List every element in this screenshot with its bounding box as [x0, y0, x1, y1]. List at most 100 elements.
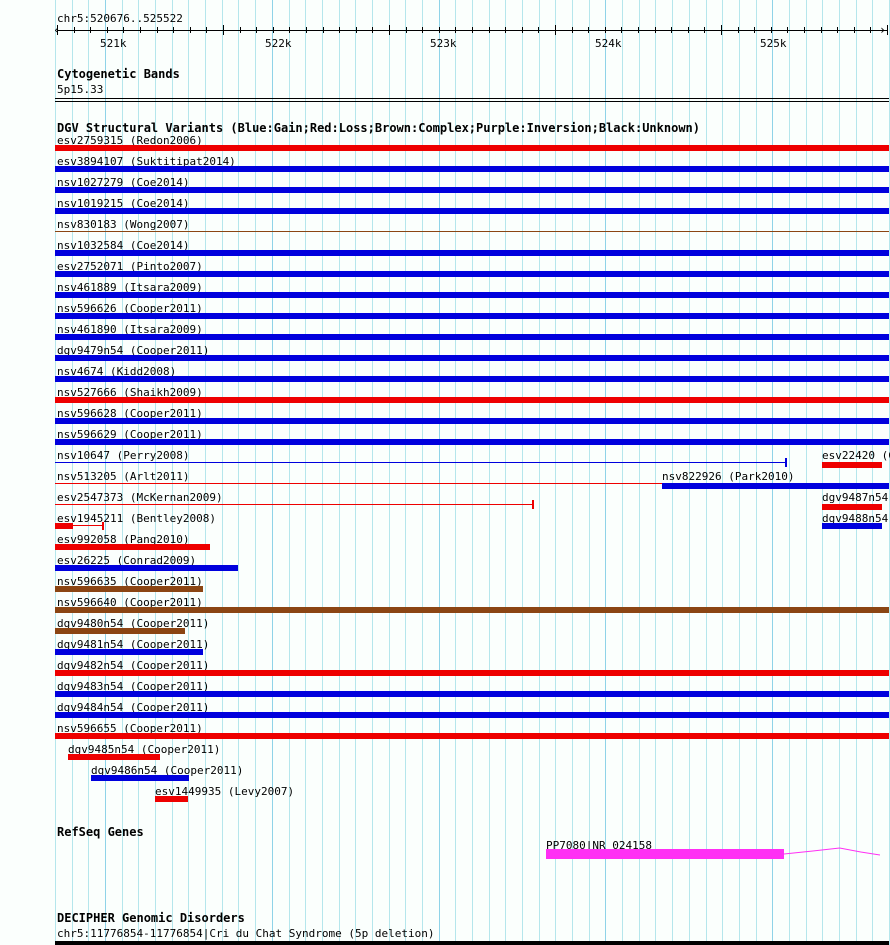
variant-row-bar[interactable] [55, 397, 889, 403]
gridline [322, 0, 323, 945]
variant-row-bar[interactable] [55, 271, 889, 277]
variant-row-bar[interactable] [55, 523, 73, 529]
variant-row-bar[interactable] [822, 504, 882, 510]
variant-row-bar[interactable] [55, 586, 203, 592]
ruler-left-arrow-icon[interactable]: ‹ [53, 24, 60, 36]
variant-row-label: nsv1032584 (Coe2014) [57, 239, 190, 252]
variant-row-bar[interactable] [55, 145, 889, 151]
variant-row-bar[interactable] [55, 712, 889, 718]
decipher-entry-label: chr5:11776854-11776854|Cri du Chat Syndr… [57, 927, 435, 940]
gridline [289, 0, 290, 945]
variant-row-bar[interactable] [55, 649, 203, 655]
variant-row-bar[interactable] [55, 231, 889, 232]
gridline [238, 0, 239, 945]
gridline [205, 0, 206, 945]
ruler-tick [489, 27, 490, 33]
gridline [772, 0, 773, 945]
variant-row-label: nsv461889 (Itsara2009) [57, 281, 203, 294]
variant-row-bar[interactable] [55, 418, 889, 424]
gridline [255, 0, 256, 945]
gridline [305, 0, 306, 945]
gridline [806, 0, 807, 945]
gridline [155, 0, 156, 945]
ruler-right-arrow-icon[interactable]: › [879, 23, 887, 37]
gridline [489, 0, 490, 945]
variant-row-bar[interactable] [55, 292, 889, 298]
ruler-tick-label: 525k [760, 37, 787, 50]
ruler-tick [223, 25, 224, 35]
variant-row-bar[interactable] [55, 439, 889, 445]
variant-row-bar[interactable] [55, 504, 533, 505]
variant-row-label: dgv9480n54 (Cooper2011) [57, 617, 210, 630]
ruler-tick [57, 25, 58, 35]
variant-row-bar[interactable] [68, 754, 160, 760]
decipher-entry-bar[interactable] [55, 941, 889, 945]
variant-row-bar[interactable] [55, 691, 889, 697]
ruler-tick [339, 27, 340, 33]
variant-row-bar[interactable] [55, 187, 889, 193]
variant-row-bar[interactable] [822, 523, 882, 529]
variant-row-extent-line [73, 525, 103, 526]
variant-row-label: esv2752071 (Pinto2007) [57, 260, 203, 273]
ruler-tick [439, 27, 440, 33]
gridline [689, 0, 690, 945]
variant-row-bar[interactable] [55, 670, 889, 676]
variant-row-label: dgv9479n54 (Cooper2011) [57, 344, 210, 357]
ruler-tick [837, 27, 838, 33]
variant-row-bar[interactable] [55, 313, 889, 319]
variant-row-bar[interactable] [55, 250, 889, 256]
gridline [355, 0, 356, 945]
variant-row-bar[interactable] [822, 462, 882, 468]
gridline [389, 0, 390, 945]
ruler-tick [107, 27, 108, 33]
variant-row-label: esv992058 (Pang2010) [57, 533, 190, 546]
variant-row-label: nsv527666 (Shaikh2009) [57, 386, 203, 399]
variant-row-bar[interactable] [155, 796, 188, 802]
variant-row-bar[interactable] [55, 483, 889, 484]
ruler-tick [173, 27, 174, 33]
ruler-tick [870, 27, 871, 33]
ruler-tick-label: 522k [265, 37, 292, 50]
gene-exon-block[interactable] [546, 849, 784, 859]
ruler-tick [356, 27, 357, 33]
gridline [272, 0, 273, 945]
gridline [789, 0, 790, 945]
cytoband-label: 5p15.33 [57, 83, 104, 96]
variant-row-label: nsv596629 (Cooper2011) [57, 428, 203, 441]
variant-row-bar[interactable] [55, 544, 210, 550]
gridline [122, 0, 123, 945]
gridline [706, 0, 707, 945]
gridline [822, 0, 823, 945]
variant-row-bar[interactable] [55, 628, 185, 634]
variant-row-bar[interactable] [662, 483, 889, 489]
variant-row-bar[interactable] [55, 208, 889, 214]
ruler-tick [190, 27, 191, 33]
ruler-tick [721, 25, 722, 35]
ruler-tick [123, 27, 124, 33]
variant-row-bar[interactable] [91, 775, 189, 781]
variant-row-label: dgv9488n54 [822, 512, 889, 525]
gridline [539, 0, 540, 945]
variant-row-label: dgv9484n54 (Cooper2011) [57, 701, 210, 714]
ruler-tick [372, 27, 373, 33]
variant-row-bar[interactable] [55, 355, 889, 361]
divider-cyto-bottom [55, 101, 889, 102]
variant-row-bar[interactable] [55, 334, 889, 340]
gridline [188, 0, 189, 945]
ruler-tick [472, 27, 473, 33]
gridline [439, 0, 440, 945]
ruler-tick [323, 27, 324, 33]
gridline [372, 0, 373, 945]
ruler-tick [240, 27, 241, 33]
variant-row-bar[interactable] [55, 565, 238, 571]
variant-row-bar[interactable] [55, 462, 786, 463]
variant-row-bar[interactable] [55, 733, 889, 739]
variant-row-end-cap [532, 500, 534, 509]
variant-row-label: nsv830183 (Wong2007) [57, 218, 190, 231]
variant-row-label: nsv596640 (Cooper2011) [57, 596, 203, 609]
variant-row-bar[interactable] [55, 607, 889, 613]
gridline [722, 0, 723, 945]
variant-row-bar[interactable] [55, 376, 889, 382]
variant-row-bar[interactable] [55, 166, 889, 172]
